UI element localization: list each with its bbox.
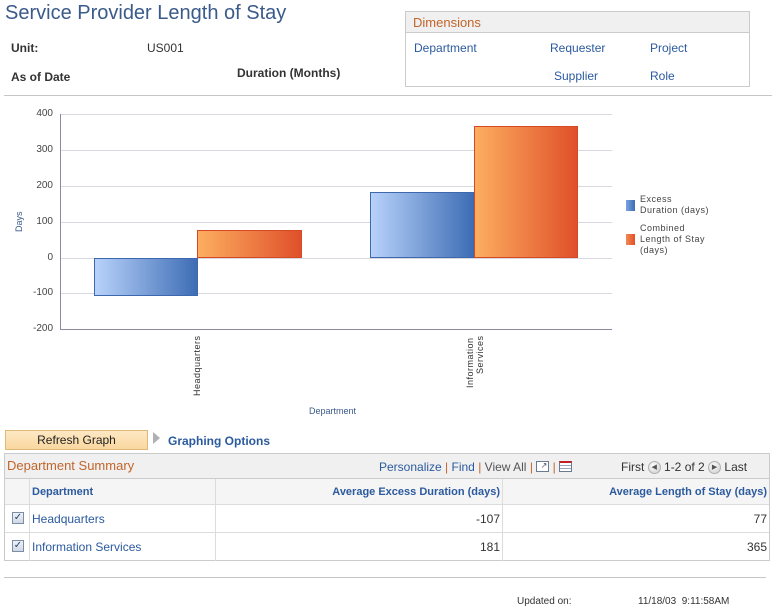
xcat-information: Information xyxy=(465,337,475,388)
dimension-department-link[interactable]: Department xyxy=(414,41,477,55)
xcat-services: Services xyxy=(475,335,485,374)
dimension-supplier-link[interactable]: Supplier xyxy=(554,69,599,83)
grid-header-bar: Department Summary Personalize | Find | … xyxy=(5,454,769,479)
y-axis-title: Days xyxy=(14,211,24,232)
ytick: 200 xyxy=(36,180,53,191)
column-header-avg-stay[interactable]: Average Length of Stay (days) xyxy=(503,479,769,505)
grid-title: Department Summary xyxy=(7,458,135,473)
graphing-options-link[interactable]: Graphing Options xyxy=(168,434,270,448)
column-header-department[interactable]: Department xyxy=(30,479,216,505)
unit-label: Unit: xyxy=(11,41,39,55)
gridline-200 xyxy=(60,186,612,187)
legend-combined-swatch xyxy=(626,234,635,245)
ytick: 400 xyxy=(36,108,53,119)
bar-infoservices-excess[interactable] xyxy=(370,192,474,258)
gridline-400 xyxy=(60,114,612,115)
legend-combined-label: Combined Length of Stay (days) xyxy=(640,223,706,255)
table-row: ✓ xyxy=(5,505,30,533)
download-spreadsheet-icon[interactable] xyxy=(559,461,573,472)
first-link[interactable]: First xyxy=(621,460,645,474)
table-cell: -107 xyxy=(216,505,503,533)
table-cell: 77 xyxy=(503,505,769,533)
dimensions-title: Dimensions xyxy=(406,12,749,33)
dimension-project-link[interactable]: Project xyxy=(650,41,688,55)
department-link[interactable]: Information Services xyxy=(32,540,142,554)
gridline-100 xyxy=(60,222,612,223)
expand-triangle-icon[interactable] xyxy=(153,432,160,444)
ytick: -100 xyxy=(32,287,53,298)
duration-label: Duration (Months) xyxy=(237,66,341,80)
select-column-header xyxy=(5,479,30,505)
gridline-300 xyxy=(60,150,612,151)
updated-on-value: 11/18/03 9:11:58AM xyxy=(638,596,730,607)
row-select-checkbox[interactable]: ✓ xyxy=(12,540,24,552)
gridline-m100 xyxy=(60,293,612,294)
find-link[interactable]: Find xyxy=(451,460,475,474)
refresh-graph-button[interactable]: Refresh Graph xyxy=(5,430,148,450)
legend-excess-label: Excess Duration (days) xyxy=(640,194,710,215)
x-axis-title: Department xyxy=(309,406,357,416)
ytick: 300 xyxy=(36,144,53,155)
table-cell: Information Services xyxy=(30,533,216,561)
zoom-grid-icon[interactable]: ↗ xyxy=(536,461,550,472)
header-divider xyxy=(4,95,772,96)
last-link[interactable]: Last xyxy=(724,460,748,474)
ytick: 0 xyxy=(47,252,53,263)
personalize-link[interactable]: Personalize xyxy=(379,460,442,474)
gridline-0 xyxy=(60,258,612,259)
bar-headquarters-excess[interactable] xyxy=(94,258,198,296)
next-icon[interactable]: ▶ xyxy=(708,461,722,475)
range-text: 1-2 of 2 xyxy=(664,460,705,474)
bar-infoservices-combined[interactable] xyxy=(474,126,578,258)
footer-divider xyxy=(4,577,766,578)
legend-excess-swatch xyxy=(626,200,635,211)
grid-toolbar: Personalize | Find | View All | ↗ | xyxy=(379,460,573,474)
dimensions-panel: Dimensions Department Requester Project … xyxy=(405,11,750,87)
department-summary-grid: Department Summary Personalize | Find | … xyxy=(4,453,770,561)
updated-on-label: Updated on: xyxy=(517,596,572,607)
as-of-date-label: As of Date xyxy=(11,70,71,84)
dimension-requester-link[interactable]: Requester xyxy=(550,41,606,55)
unit-value: US001 xyxy=(147,41,184,55)
department-link[interactable]: Headquarters xyxy=(32,512,105,526)
y-axis-line xyxy=(60,114,61,330)
xcat-headquarters: Headquarters xyxy=(192,335,202,396)
pagination: First ◀ 1-2 of 2 ▶ Last xyxy=(621,460,748,475)
previous-icon[interactable]: ◀ xyxy=(647,461,661,475)
page-title: Service Provider Length of Stay xyxy=(5,2,287,24)
view-all-link[interactable]: View All xyxy=(484,460,527,474)
table-cell: Headquarters xyxy=(30,505,216,533)
bar-headquarters-combined[interactable] xyxy=(197,230,302,258)
column-header-avg-excess[interactable]: Average Excess Duration (days) xyxy=(216,479,503,505)
table-cell: 181 xyxy=(216,533,503,561)
ytick: -200 xyxy=(32,323,53,334)
length-of-stay-chart: 400 300 200 100 0 -100 -200 Days Headqua… xyxy=(0,100,776,420)
ytick: 100 xyxy=(36,216,53,227)
table-cell: 365 xyxy=(746,540,767,554)
table-row: ✓ xyxy=(5,533,30,561)
row-select-checkbox[interactable]: ✓ xyxy=(12,512,24,524)
dimension-role-link[interactable]: Role xyxy=(650,69,675,83)
x-axis-line xyxy=(60,329,612,330)
